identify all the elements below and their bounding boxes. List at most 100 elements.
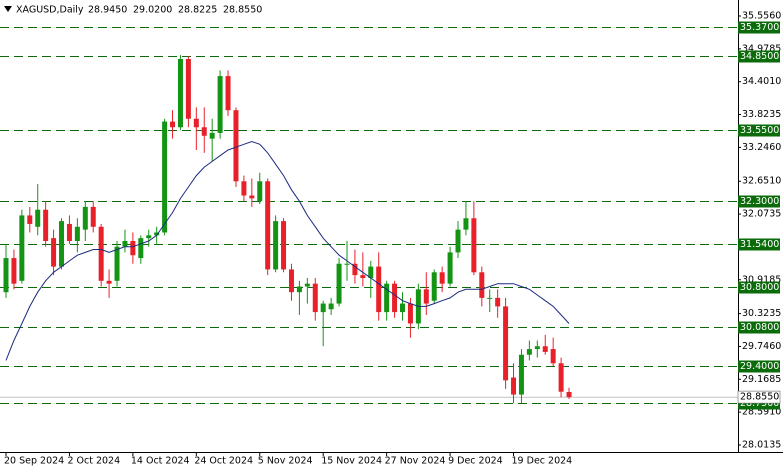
candle-body — [400, 303, 405, 313]
candle-body — [225, 76, 231, 111]
candle-body — [439, 272, 445, 284]
y-tick-label: 28.0135 — [742, 439, 781, 450]
candle-body — [193, 118, 199, 128]
y-tick-label: 30.3235 — [742, 308, 781, 319]
candle-body — [566, 392, 572, 398]
candle-body — [27, 215, 33, 224]
x-tick-label: 20 Sep 2024 — [4, 456, 64, 467]
level-label: 30.0800 — [740, 322, 779, 333]
candle-body — [344, 263, 350, 265]
level-label: 30.8000 — [740, 282, 779, 293]
candle-body — [217, 76, 223, 133]
quote-value: 28.9450 — [88, 5, 127, 16]
candle-body — [479, 272, 485, 298]
candle-body — [550, 349, 556, 364]
candle-body — [146, 235, 152, 239]
candle-body — [336, 263, 342, 304]
candle-body — [106, 280, 112, 284]
x-tick-label: 2 Oct 2024 — [67, 456, 120, 467]
candle-body — [233, 110, 239, 182]
y-tick-label: 34.9785 — [742, 43, 781, 54]
level-label-box — [738, 124, 780, 137]
level-label-box — [738, 238, 780, 251]
level-label-box — [738, 281, 780, 294]
candle-body — [376, 266, 382, 313]
candle-body — [11, 258, 17, 284]
candle-body — [265, 181, 271, 270]
candle-body — [304, 283, 310, 287]
candle-body — [384, 283, 390, 313]
candle-body — [154, 232, 160, 236]
y-tick-label: 33.8235 — [742, 109, 781, 120]
level-label: 35.3700 — [740, 22, 779, 33]
candle-body — [257, 181, 263, 202]
candle-body — [209, 132, 215, 139]
x-tick-label: 9 Dec 2024 — [448, 456, 503, 467]
last-price-box — [737, 390, 781, 404]
level-label: 28.7500 — [740, 398, 779, 409]
candle-body — [241, 181, 247, 196]
candle-body — [281, 221, 287, 270]
last-price-label: 28.8550 — [740, 392, 779, 403]
candle-body — [66, 223, 72, 242]
candle-body — [59, 221, 65, 267]
y-tick-label: 29.7460 — [742, 341, 781, 352]
level-label-box — [738, 321, 780, 334]
candle-body — [368, 266, 374, 278]
x-tick-label: 15 Nov 2024 — [321, 456, 382, 467]
candle-body — [201, 127, 207, 136]
candle-body — [487, 297, 493, 299]
y-tick-label: 35.5560 — [742, 11, 781, 22]
x-tick-label: 27 Nov 2024 — [385, 456, 446, 467]
candle-body — [249, 195, 255, 199]
candle-body — [328, 303, 334, 310]
y-tick-label: 32.6510 — [742, 176, 781, 187]
x-tick-label: 19 Dec 2024 — [512, 456, 573, 467]
level-label-box — [738, 360, 780, 373]
level-label: 31.5400 — [740, 239, 779, 250]
candle-body — [130, 241, 136, 256]
level-label: 29.4000 — [740, 361, 779, 372]
moving-average — [5, 140, 570, 361]
level-label-box — [738, 50, 780, 63]
quote-value: 28.8225 — [178, 5, 217, 16]
candle-body — [526, 349, 532, 355]
level-label: 34.8500 — [740, 51, 779, 62]
candle-body — [352, 263, 358, 276]
candle-body — [455, 229, 461, 253]
candle-body — [138, 238, 144, 259]
y-tick-label: 33.2460 — [742, 142, 781, 153]
y-tick-label: 28.5910 — [742, 407, 781, 418]
y-tick-label: 29.1685 — [742, 374, 781, 385]
candle-body — [542, 346, 548, 352]
candle-body — [74, 226, 80, 242]
candle-body — [82, 206, 88, 230]
level-label-box — [738, 195, 780, 208]
level-label: 32.3000 — [740, 196, 779, 207]
candle-body — [558, 363, 564, 392]
y-tick-label: 34.4010 — [742, 76, 781, 87]
y-tick-label: 32.0735 — [742, 209, 781, 220]
candle-body — [471, 218, 477, 273]
level-label: 33.5500 — [740, 125, 779, 136]
x-tick-label: 5 Nov 2024 — [258, 456, 313, 467]
candle-body — [296, 286, 302, 293]
symbol: XAGUSD,Daily — [16, 5, 84, 16]
quote: 28.9450 29.0200 28.8225 28.8550 — [88, 5, 262, 16]
candle-body — [407, 303, 413, 324]
candle-body — [360, 275, 366, 278]
candle-body — [122, 241, 128, 247]
candle-body — [431, 272, 437, 301]
quote-value: 29.0200 — [133, 5, 172, 16]
candle-body — [288, 269, 294, 293]
candle-body — [98, 226, 104, 281]
candle-body — [312, 283, 318, 313]
level-label-box — [738, 21, 780, 34]
candle-body — [511, 377, 517, 395]
candle-body — [43, 209, 49, 242]
candle-body — [90, 206, 96, 227]
menu-arrow[interactable] — [4, 6, 12, 12]
candle-body — [162, 121, 168, 233]
